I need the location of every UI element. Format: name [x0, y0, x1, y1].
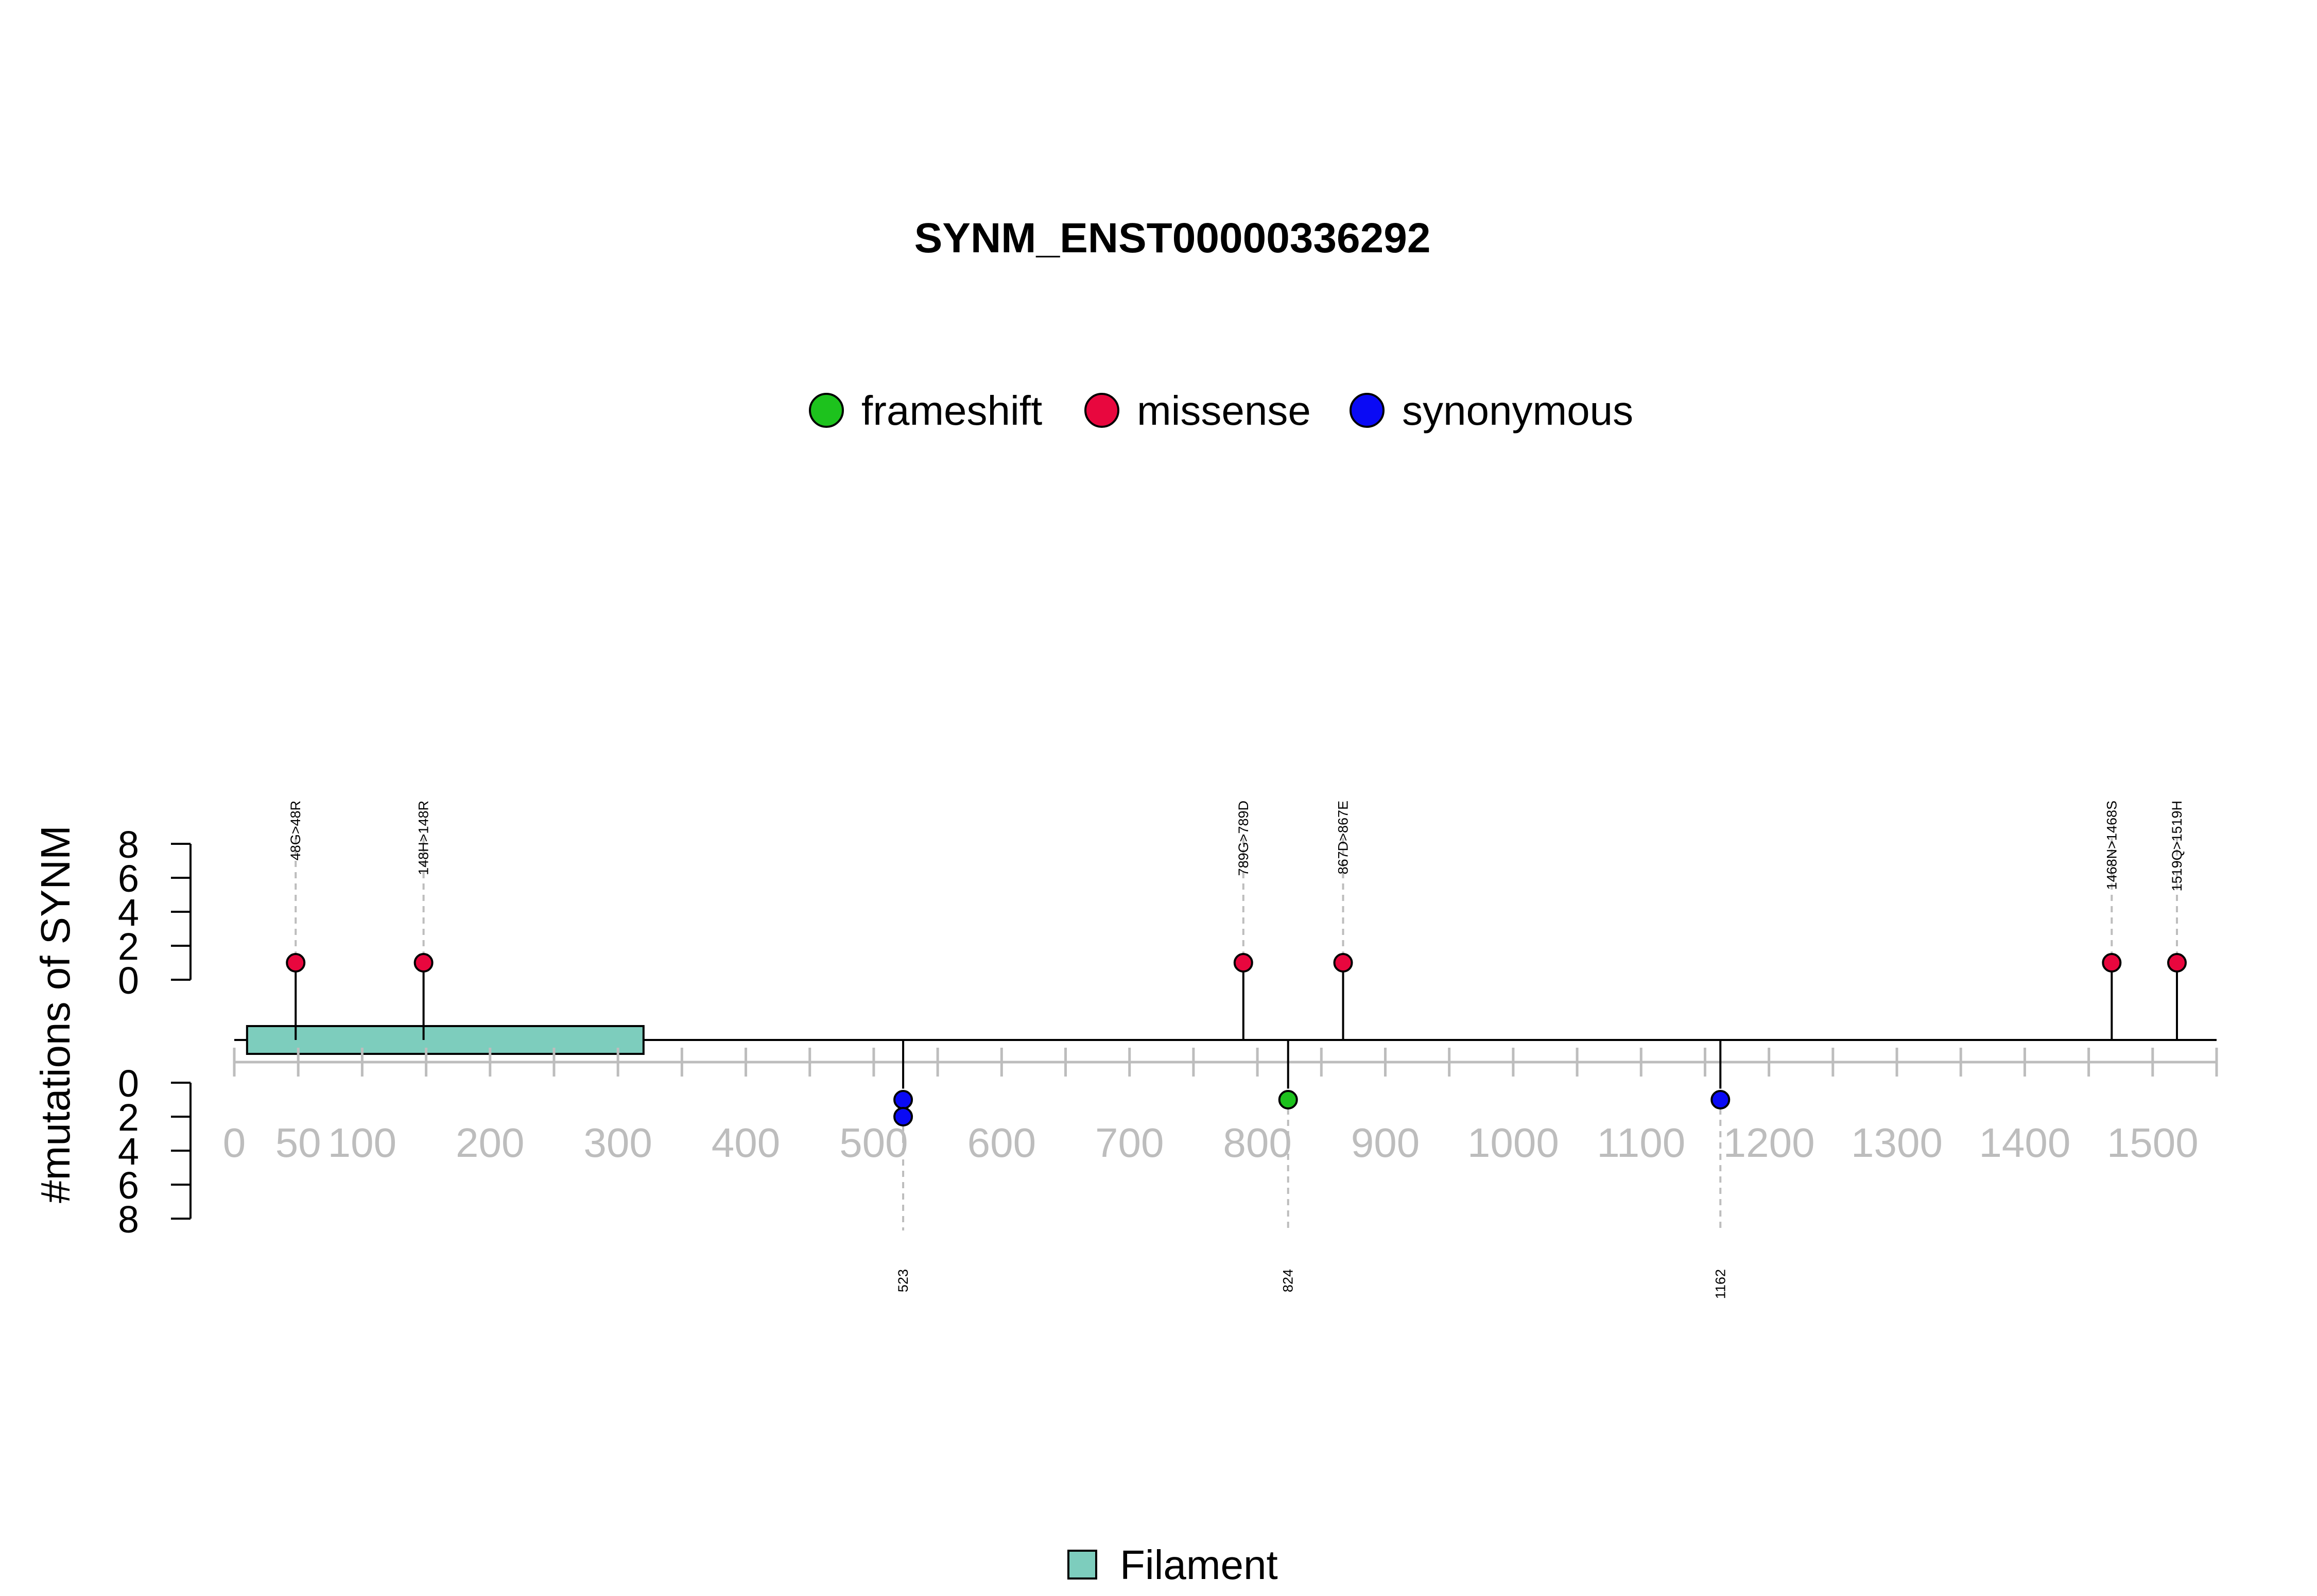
chart-title: SYNM_ENST00000336292 [914, 215, 1431, 262]
y-bottom-tick-label: 6 [118, 1164, 139, 1207]
y-top-tick-label: 2 [118, 925, 139, 968]
mutation-synonymous-point[interactable] [1710, 1090, 1731, 1109]
x-axis-tick-label: 1100 [1597, 1120, 1685, 1166]
x-axis-tick-label: 500 [839, 1120, 908, 1166]
y-bottom-tick-label: 4 [118, 1130, 139, 1173]
y-bottom-tick-label: 0 [118, 1062, 139, 1105]
y-top-tick-label: 8 [118, 823, 139, 866]
x-axis-tick-label: 600 [967, 1120, 1036, 1166]
mutation-label: 789G>789D [1236, 801, 1251, 876]
mutation-missense-point[interactable] [286, 953, 306, 973]
mutation-missense-point[interactable] [2167, 953, 2187, 973]
x-axis-tick-label: 1400 [1979, 1120, 2070, 1166]
mutation-missense-point[interactable] [1233, 953, 1253, 973]
x-axis-tick-label: 0 [223, 1120, 246, 1166]
x-axis: 0 50 100 200 300 400 500 600 700 800 900 1000 1100 12… [223, 1048, 2218, 1166]
y-top-tick-label: 6 [118, 857, 139, 900]
y-bottom-tick-label: 8 [118, 1198, 139, 1241]
x-axis-tick-label: 300 [583, 1120, 652, 1166]
mutation-label: 1468N>1468S [2104, 801, 2119, 890]
legend-synonymous-marker [1350, 393, 1385, 428]
domain-track [246, 1025, 645, 1055]
x-axis-tick-label: 800 [1223, 1120, 1291, 1166]
domain-legend: Filament [1067, 1542, 1278, 1588]
legend-frameshift-label: frameshift [861, 388, 1042, 433]
legend-frameshift-marker [809, 393, 844, 428]
y-top-tick-label: 0 [118, 959, 139, 1002]
x-axis-tick-label: 1000 [1467, 1120, 1559, 1166]
x-axis-tick-label: 200 [456, 1120, 524, 1166]
mutation-label: 1519Q>1519H [2169, 801, 2185, 891]
mutation-label: 148H>148R [416, 801, 431, 875]
y-bottom-tick-label: 2 [118, 1096, 139, 1139]
x-axis-tick-label: 100 [328, 1120, 396, 1166]
mutation-synonymous-point[interactable] [893, 1090, 913, 1109]
domain-filament-box [246, 1025, 645, 1055]
domain-legend-label: Filament [1120, 1542, 1278, 1588]
mutation-label: 824 [1281, 1269, 1296, 1292]
x-axis-tick-label: 1300 [1851, 1120, 1943, 1166]
mutation-frameshift-point[interactable] [1278, 1090, 1298, 1109]
x-axis-tick-label: 900 [1351, 1120, 1420, 1166]
y-axis-label: #mutations of SYNM [32, 825, 78, 1203]
mutation-label: 867D>867E [1336, 801, 1351, 874]
mutation-missense-point[interactable] [413, 953, 434, 973]
mutation-lollipops: 48G>48R 148H>148R 789G>789D 867D>867E 1468N>… [286, 801, 2187, 1299]
mutation-type-legend: frameshift missense synonymous [809, 388, 1633, 433]
legend-missense-marker [1084, 393, 1119, 428]
mutation-label: 1162 [1713, 1269, 1728, 1299]
mutation-label: 48G>48R [288, 801, 303, 860]
x-axis-tick-label: 50 [275, 1120, 321, 1166]
y-axis-title: #mutations of SYNM [32, 825, 78, 1203]
x-axis-tick-label: 1200 [1723, 1120, 1815, 1166]
mutation-missense-point[interactable] [1333, 953, 1353, 973]
y-top-tick-label: 4 [118, 891, 139, 934]
mutation-label: 523 [895, 1269, 911, 1292]
legend-synonymous-label: synonymous [1402, 388, 1633, 433]
x-axis-tick-label: 1500 [2107, 1120, 2199, 1166]
x-axis-tick-label: 400 [712, 1120, 780, 1166]
mutation-synonymous-point[interactable] [893, 1107, 913, 1126]
x-axis-tick-label: 700 [1095, 1120, 1164, 1166]
mutation-missense-point[interactable] [2102, 953, 2122, 973]
legend-missense-label: missense [1137, 388, 1311, 433]
domain-legend-swatch [1067, 1550, 1097, 1580]
